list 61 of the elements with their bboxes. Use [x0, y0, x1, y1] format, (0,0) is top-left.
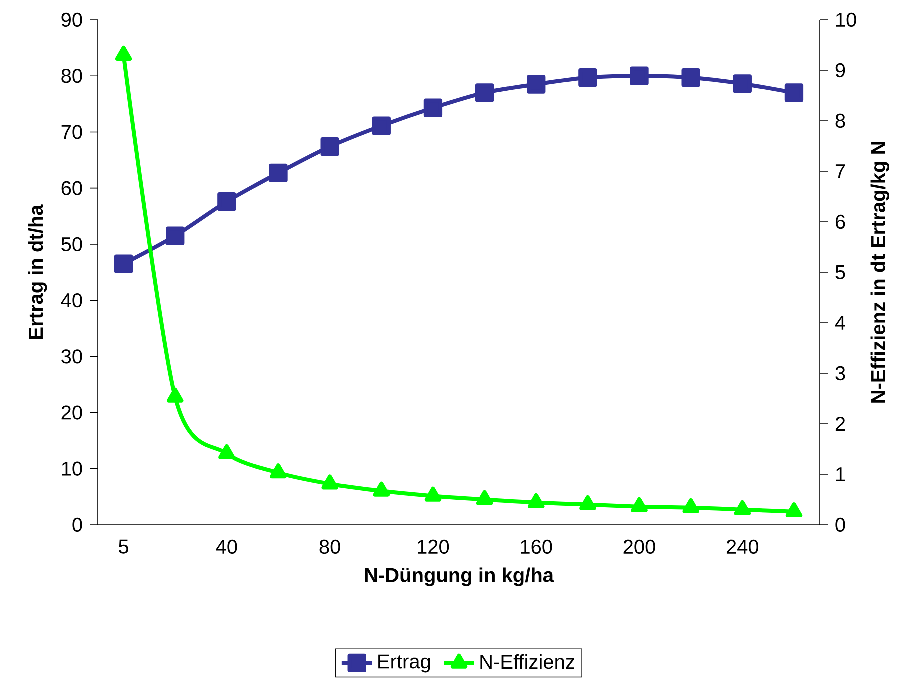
y2-tick-label: 8 [836, 114, 846, 128]
point [475, 84, 494, 102]
y2-tick-label: 10 [836, 12, 856, 28]
y-tick-label: 40 [61, 293, 82, 308]
y2-tick-label: 2 [836, 417, 846, 431]
point [166, 226, 185, 246]
point [424, 98, 443, 118]
y-tick-label: 50 [62, 237, 82, 252]
point [218, 444, 236, 460]
point [114, 254, 134, 274]
y2-tick-label: 0 [836, 518, 846, 532]
y2-tick-label: 7 [836, 164, 846, 178]
y-axis-title: Ertrag in dt/ha [28, 204, 48, 339]
point [167, 388, 184, 403]
point [527, 75, 546, 94]
x-axis-title: N-Düngung in kg/ha [365, 568, 554, 586]
y-tick-label: 80 [62, 69, 82, 84]
point [115, 46, 132, 62]
point [320, 137, 340, 156]
y-tick-label: 10 [62, 462, 82, 476]
legend-label: N-Effizienz [480, 654, 574, 670]
point [630, 66, 649, 86]
y-tick-label: 60 [62, 181, 82, 196]
point [734, 500, 752, 516]
point [784, 84, 804, 102]
point [424, 486, 442, 502]
x-tick-label: 80 [320, 540, 340, 554]
y2-tick-label: 1 [836, 468, 846, 482]
point [786, 502, 803, 518]
point [218, 192, 236, 212]
x-tick-label: 40 [216, 540, 238, 554]
y2-tick-label: 4 [835, 316, 846, 330]
y2-tick-label: 9 [836, 63, 846, 78]
x-tick-label: 160 [521, 540, 552, 554]
point [682, 68, 700, 88]
point [373, 482, 390, 497]
point [270, 464, 287, 479]
point [476, 490, 494, 506]
y-tick-label: 0 [72, 518, 82, 532]
point [528, 493, 545, 508]
legend-label: Ertrag [378, 654, 430, 673]
y2-axis-title: N-Effizienz in dt Ertrag/kg N [870, 142, 890, 403]
point [682, 498, 700, 514]
point [631, 497, 648, 512]
point [733, 74, 752, 94]
y-tick-label: 70 [62, 125, 82, 140]
x-tick-label: 120 [418, 540, 450, 554]
point [372, 116, 391, 136]
point [322, 474, 338, 490]
x-tick-label: 200 [624, 540, 656, 554]
point [578, 68, 598, 88]
y2-tick-label: 3 [836, 366, 846, 381]
y-tick-label: 90 [62, 12, 82, 28]
y2-tick-label: 6 [836, 214, 846, 230]
point [580, 495, 596, 510]
y-tick-label: 20 [62, 406, 82, 420]
point [269, 164, 288, 183]
y2-tick-label: 5 [836, 266, 846, 280]
x-tick-label: 5 [119, 540, 129, 554]
y-tick-label: 30 [62, 350, 82, 364]
x-tick-label: 240 [726, 540, 759, 554]
